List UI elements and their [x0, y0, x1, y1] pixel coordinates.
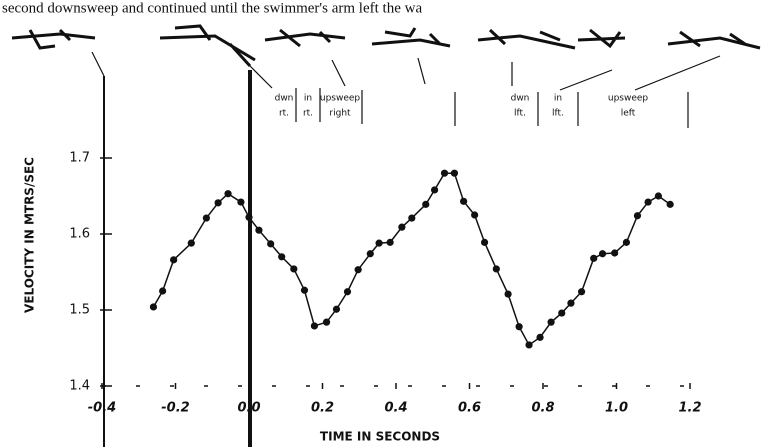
phase-label: dwn — [511, 94, 530, 104]
x-axis-label: TIME IN SECONDS — [320, 430, 440, 444]
phase-label: in — [554, 94, 562, 104]
data-point — [159, 287, 167, 295]
data-point — [666, 200, 674, 208]
data-point — [567, 299, 575, 307]
data-point — [577, 288, 586, 296]
data-point — [440, 169, 449, 177]
data-point — [278, 253, 286, 261]
data-point — [149, 303, 158, 311]
data-point — [245, 213, 253, 221]
phase-label: lft. — [514, 109, 526, 119]
data-point — [644, 198, 652, 206]
data-point — [611, 249, 619, 257]
data-point — [633, 212, 642, 220]
phase-label: right — [329, 109, 351, 119]
x-tick-label: 1.0 — [605, 401, 628, 416]
data-point — [224, 190, 232, 198]
x-tick-label: 0.0 — [237, 401, 260, 416]
caption: second downsweep and continued until the… — [2, 0, 422, 16]
data-point — [471, 211, 479, 219]
data-point — [202, 214, 210, 222]
data-point — [547, 318, 555, 326]
data-point — [504, 290, 512, 298]
data-point — [322, 318, 331, 326]
data-point — [525, 341, 533, 349]
pointer-lines — [91, 51, 721, 128]
data-point — [187, 239, 195, 247]
data-point — [515, 323, 523, 331]
data-point — [332, 305, 341, 313]
y-tick-label: 1.6 — [69, 227, 90, 242]
data-point — [310, 322, 319, 330]
data-point — [237, 198, 245, 206]
data-point — [354, 266, 362, 274]
x-tick-label: 1.2 — [678, 401, 701, 416]
data-point — [386, 238, 394, 246]
data-point — [590, 254, 598, 262]
phase-label: in — [304, 94, 312, 104]
data-point — [430, 186, 439, 194]
data-point — [375, 239, 383, 247]
x-tick-label: 0.6 — [458, 401, 481, 416]
y-tick-label: 1.7 — [69, 151, 90, 166]
data-point — [398, 223, 406, 231]
data-point — [654, 192, 662, 200]
phase-label: upsweep — [608, 94, 649, 104]
data-point — [598, 250, 607, 258]
x-tick-label: 0.4 — [384, 401, 407, 416]
y-axis-label: VELOCITY IN MTRS/SEC — [23, 157, 37, 313]
phase-label: rt. — [303, 109, 313, 119]
data-point — [492, 265, 500, 273]
phase-label: lft. — [552, 109, 564, 119]
data-point — [255, 226, 263, 234]
data-point — [267, 240, 275, 248]
y-tick-label: 1.4 — [69, 379, 90, 394]
x-tick-label: 0.8 — [531, 401, 554, 416]
data-point — [558, 309, 566, 317]
data-point — [290, 265, 298, 273]
x-tick-label: -0.4 — [88, 401, 116, 416]
data-point — [422, 200, 430, 208]
data-point — [170, 256, 178, 264]
swimmer-icons — [11, 24, 761, 68]
data-point — [366, 250, 374, 258]
y-tick-label: 1.5 — [69, 303, 90, 318]
phase-label: dwn — [275, 94, 294, 104]
data-point — [214, 199, 222, 207]
phase-label: left — [621, 109, 636, 119]
data-point — [536, 333, 544, 341]
data-point — [480, 238, 489, 246]
x-tick-label: 0.2 — [311, 401, 334, 416]
x-tick-label: -0.2 — [161, 401, 189, 416]
data-point — [343, 288, 352, 296]
phase-label: upsweep — [320, 94, 361, 104]
data-point — [408, 214, 416, 222]
data-point — [300, 286, 309, 294]
data-point — [450, 169, 459, 177]
data-point — [622, 238, 631, 246]
data-point — [460, 197, 468, 205]
phase-label: rt. — [279, 109, 289, 119]
